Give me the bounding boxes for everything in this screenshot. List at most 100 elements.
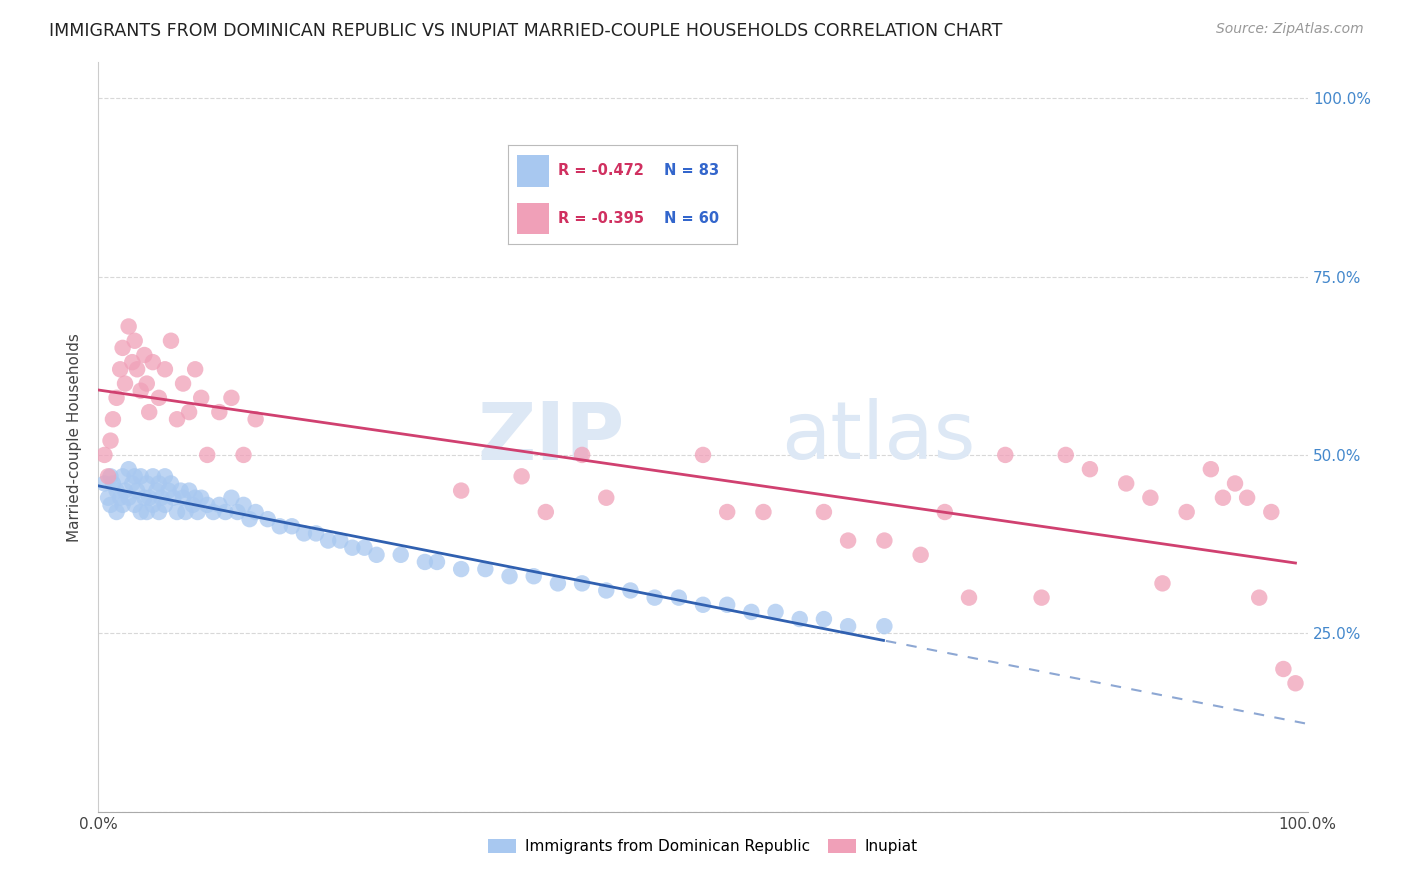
Inupiat xyxy=(873,533,896,548)
Text: IMMIGRANTS FROM DOMINICAN REPUBLIC VS INUPIAT MARRIED-COUPLE HOUSEHOLDS CORRELAT: IMMIGRANTS FROM DOMINICAN REPUBLIC VS IN… xyxy=(49,22,1002,40)
Inupiat xyxy=(1284,676,1306,690)
Immigrants from Dominican Republic xyxy=(474,562,496,576)
Inupiat xyxy=(510,469,533,483)
Inupiat xyxy=(160,334,183,348)
Immigrants from Dominican Republic xyxy=(97,491,120,505)
Inupiat xyxy=(571,448,593,462)
Immigrants from Dominican Republic xyxy=(873,619,896,633)
Immigrants from Dominican Republic xyxy=(292,526,315,541)
Immigrants from Dominican Republic xyxy=(547,576,569,591)
Immigrants from Dominican Republic xyxy=(644,591,666,605)
Inupiat xyxy=(134,348,156,362)
Immigrants from Dominican Republic xyxy=(208,498,231,512)
Immigrants from Dominican Republic xyxy=(93,476,115,491)
Inupiat xyxy=(450,483,472,498)
Inupiat xyxy=(184,362,207,376)
Immigrants from Dominican Republic xyxy=(450,562,472,576)
Inupiat xyxy=(135,376,157,391)
Inupiat xyxy=(105,391,128,405)
Immigrants from Dominican Republic xyxy=(190,491,212,505)
Immigrants from Dominican Republic xyxy=(105,483,128,498)
Inupiat xyxy=(208,405,231,419)
Immigrants from Dominican Republic xyxy=(668,591,690,605)
Immigrants from Dominican Republic xyxy=(740,605,762,619)
Inupiat xyxy=(166,412,188,426)
Inupiat xyxy=(1152,576,1174,591)
Immigrants from Dominican Republic xyxy=(111,498,134,512)
Immigrants from Dominican Republic xyxy=(329,533,352,548)
Text: ZIP: ZIP xyxy=(477,398,624,476)
Immigrants from Dominican Republic xyxy=(232,498,254,512)
Immigrants from Dominican Republic xyxy=(245,505,267,519)
Immigrants from Dominican Republic xyxy=(305,526,328,541)
Immigrants from Dominican Republic xyxy=(571,576,593,591)
Immigrants from Dominican Republic xyxy=(619,583,641,598)
Immigrants from Dominican Republic xyxy=(166,505,188,519)
Text: R = -0.472: R = -0.472 xyxy=(558,163,644,178)
Inupiat xyxy=(221,391,243,405)
Immigrants from Dominican Republic xyxy=(145,483,167,498)
Inupiat xyxy=(153,362,176,376)
Inupiat xyxy=(172,376,194,391)
Immigrants from Dominican Republic xyxy=(316,533,339,548)
Immigrants from Dominican Republic xyxy=(129,505,152,519)
Inupiat xyxy=(1272,662,1295,676)
Immigrants from Dominican Republic xyxy=(595,583,617,598)
Immigrants from Dominican Republic xyxy=(813,612,835,626)
Inupiat xyxy=(1078,462,1101,476)
Immigrants from Dominican Republic xyxy=(169,483,191,498)
Inupiat xyxy=(100,434,122,448)
Inupiat xyxy=(1223,476,1246,491)
Inupiat xyxy=(1115,476,1137,491)
Inupiat xyxy=(752,505,775,519)
Immigrants from Dominican Republic xyxy=(148,476,170,491)
Immigrants from Dominican Republic xyxy=(157,483,180,498)
Immigrants from Dominican Republic xyxy=(101,476,124,491)
Immigrants from Dominican Republic xyxy=(353,541,375,555)
Immigrants from Dominican Republic xyxy=(239,512,262,526)
Inupiat xyxy=(1031,591,1053,605)
Immigrants from Dominican Republic xyxy=(179,483,201,498)
Text: N = 83: N = 83 xyxy=(664,163,718,178)
Inupiat xyxy=(195,448,218,462)
Inupiat xyxy=(97,469,120,483)
Immigrants from Dominican Republic xyxy=(174,505,197,519)
Immigrants from Dominican Republic xyxy=(498,569,520,583)
Immigrants from Dominican Republic xyxy=(342,541,364,555)
Immigrants from Dominican Republic xyxy=(100,469,122,483)
Immigrants from Dominican Republic xyxy=(256,512,278,526)
Immigrants from Dominican Republic xyxy=(135,476,157,491)
Immigrants from Dominican Republic xyxy=(129,469,152,483)
Inupiat xyxy=(118,319,141,334)
Immigrants from Dominican Republic xyxy=(121,476,143,491)
Inupiat xyxy=(101,412,124,426)
Text: atlas: atlas xyxy=(782,398,976,476)
Immigrants from Dominican Republic xyxy=(269,519,291,533)
Inupiat xyxy=(813,505,835,519)
Immigrants from Dominican Republic xyxy=(837,619,859,633)
Immigrants from Dominican Republic xyxy=(716,598,738,612)
Inupiat xyxy=(994,448,1017,462)
Immigrants from Dominican Republic xyxy=(523,569,546,583)
Immigrants from Dominican Republic xyxy=(138,491,160,505)
Immigrants from Dominican Republic xyxy=(389,548,412,562)
Bar xyxy=(517,155,550,186)
Inupiat xyxy=(148,391,170,405)
Inupiat xyxy=(127,362,149,376)
Inupiat xyxy=(837,533,859,548)
Immigrants from Dominican Republic xyxy=(172,491,194,505)
Immigrants from Dominican Republic xyxy=(150,491,173,505)
Inupiat xyxy=(934,505,956,519)
Inupiat xyxy=(534,505,557,519)
Inupiat xyxy=(1212,491,1234,505)
Immigrants from Dominican Republic xyxy=(226,505,249,519)
Immigrants from Dominican Republic xyxy=(114,483,136,498)
Inupiat xyxy=(1260,505,1282,519)
Inupiat xyxy=(1249,591,1271,605)
Inupiat xyxy=(716,505,738,519)
Immigrants from Dominican Republic xyxy=(111,469,134,483)
Immigrants from Dominican Republic xyxy=(105,505,128,519)
Immigrants from Dominican Republic xyxy=(181,498,204,512)
Immigrants from Dominican Republic xyxy=(160,476,183,491)
Inupiat xyxy=(138,405,160,419)
